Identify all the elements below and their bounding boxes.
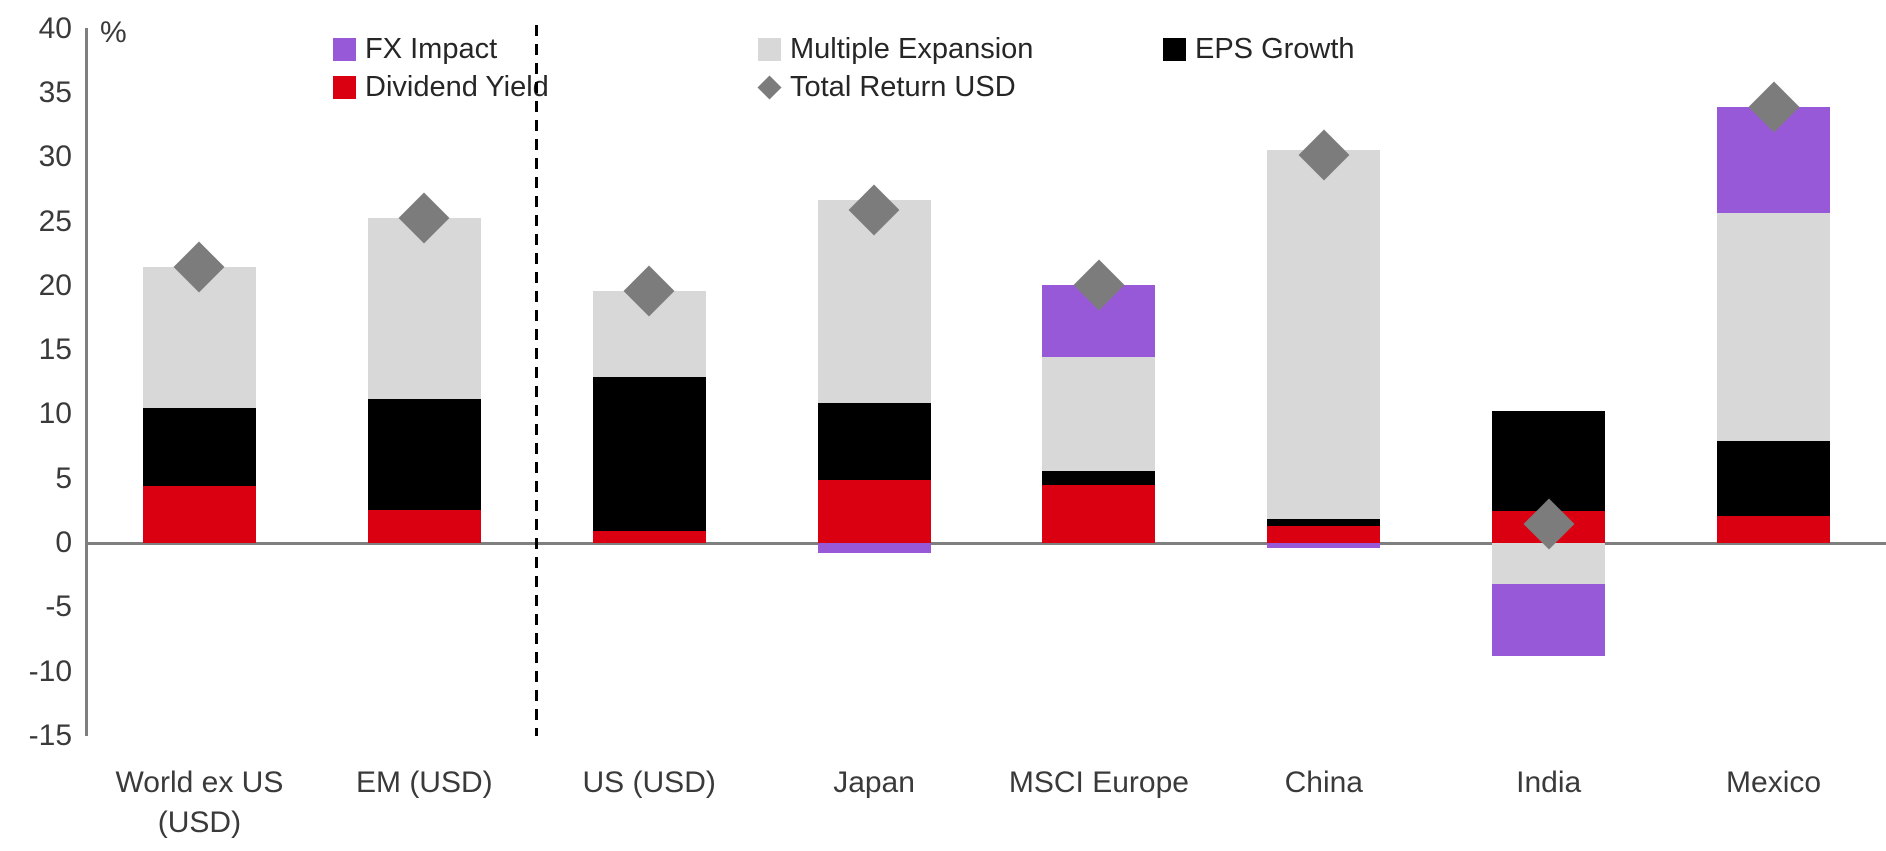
bar-segment <box>1492 410 1606 511</box>
legend-square-swatch-icon <box>1163 38 1186 61</box>
y-axis-tick-label: 5 <box>55 461 72 495</box>
bar-segment <box>367 217 481 399</box>
bar-segment <box>142 486 256 543</box>
legend-square-swatch-icon <box>333 38 356 61</box>
y-axis-line <box>85 28 88 736</box>
legend-item: Dividend Yield <box>333 71 549 104</box>
bar-segment <box>1042 471 1156 486</box>
x-axis-category-label: World ex US (USD) <box>115 766 284 839</box>
x-axis-category-label: China <box>1284 766 1363 799</box>
legend-square-swatch-icon <box>333 76 356 99</box>
bar-segment <box>592 531 706 543</box>
y-axis-tick-label: 10 <box>38 397 72 431</box>
legend-item: Total Return USD <box>757 71 1016 104</box>
x-axis-category-label: India <box>1516 766 1582 799</box>
legend-item-label: EPS Growth <box>1195 33 1355 65</box>
bar-segment <box>1267 149 1381 519</box>
bar-segment <box>1267 526 1381 543</box>
bar-segment <box>592 377 706 532</box>
y-axis-tick-label: 20 <box>38 268 72 302</box>
y-axis-tick-label: -10 <box>28 654 72 688</box>
bar-segment <box>1042 356 1156 471</box>
bar-segment <box>142 408 256 487</box>
bar-segment <box>817 402 931 480</box>
y-axis-tick-label: -5 <box>45 590 72 624</box>
bar-segment <box>1492 543 1606 585</box>
bar-segment <box>1267 518 1381 527</box>
bar-segment <box>1042 485 1156 543</box>
bar-segment <box>1717 441 1831 516</box>
y-axis-tick-label: 25 <box>38 204 72 238</box>
legend-item-label: Total Return USD <box>790 71 1016 103</box>
bar-segment <box>367 509 481 543</box>
bar-segment <box>1492 584 1606 657</box>
x-axis-category-label: EM (USD) <box>355 766 493 799</box>
x-axis-category-label: MSCI Europe <box>1008 766 1189 799</box>
legend-item-label: Multiple Expansion <box>790 33 1034 65</box>
legend-item: Multiple Expansion <box>758 33 1033 66</box>
legend-item: EPS Growth <box>1163 33 1355 66</box>
bar-segment <box>817 480 931 543</box>
y-axis-tick-label: -15 <box>28 718 72 752</box>
x-axis-category-label: Mexico <box>1726 766 1822 799</box>
bar-segment <box>1267 543 1381 549</box>
legend-item: FX Impact <box>333 33 497 66</box>
group-separator-dashed-line <box>535 25 538 736</box>
zero-baseline <box>85 541 1886 545</box>
y-axis-tick-label: 35 <box>38 76 72 109</box>
y-axis-tick-label: 0 <box>55 526 72 559</box>
bar-segment <box>1717 212 1831 442</box>
bar-segment <box>817 543 931 554</box>
x-axis-category-label: Japan <box>833 766 915 799</box>
x-axis-category-label: US (USD) <box>582 766 716 799</box>
y-axis-tick-label: 15 <box>38 333 72 367</box>
bar-segment <box>367 399 481 510</box>
y-axis-unit-label: % <box>100 16 127 49</box>
legend-square-swatch-icon <box>758 38 781 61</box>
legend-item-label: Dividend Yield <box>365 71 549 103</box>
legend-diamond-marker-icon <box>757 75 782 100</box>
y-axis-tick-label: 40 <box>38 11 72 45</box>
bar-segment <box>1717 516 1831 543</box>
y-axis-tick-label: 30 <box>38 140 72 174</box>
legend-item-label: FX Impact <box>365 33 498 65</box>
